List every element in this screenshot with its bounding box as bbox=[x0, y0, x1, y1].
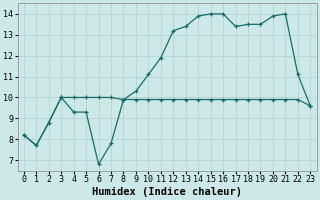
X-axis label: Humidex (Indice chaleur): Humidex (Indice chaleur) bbox=[92, 186, 242, 197]
